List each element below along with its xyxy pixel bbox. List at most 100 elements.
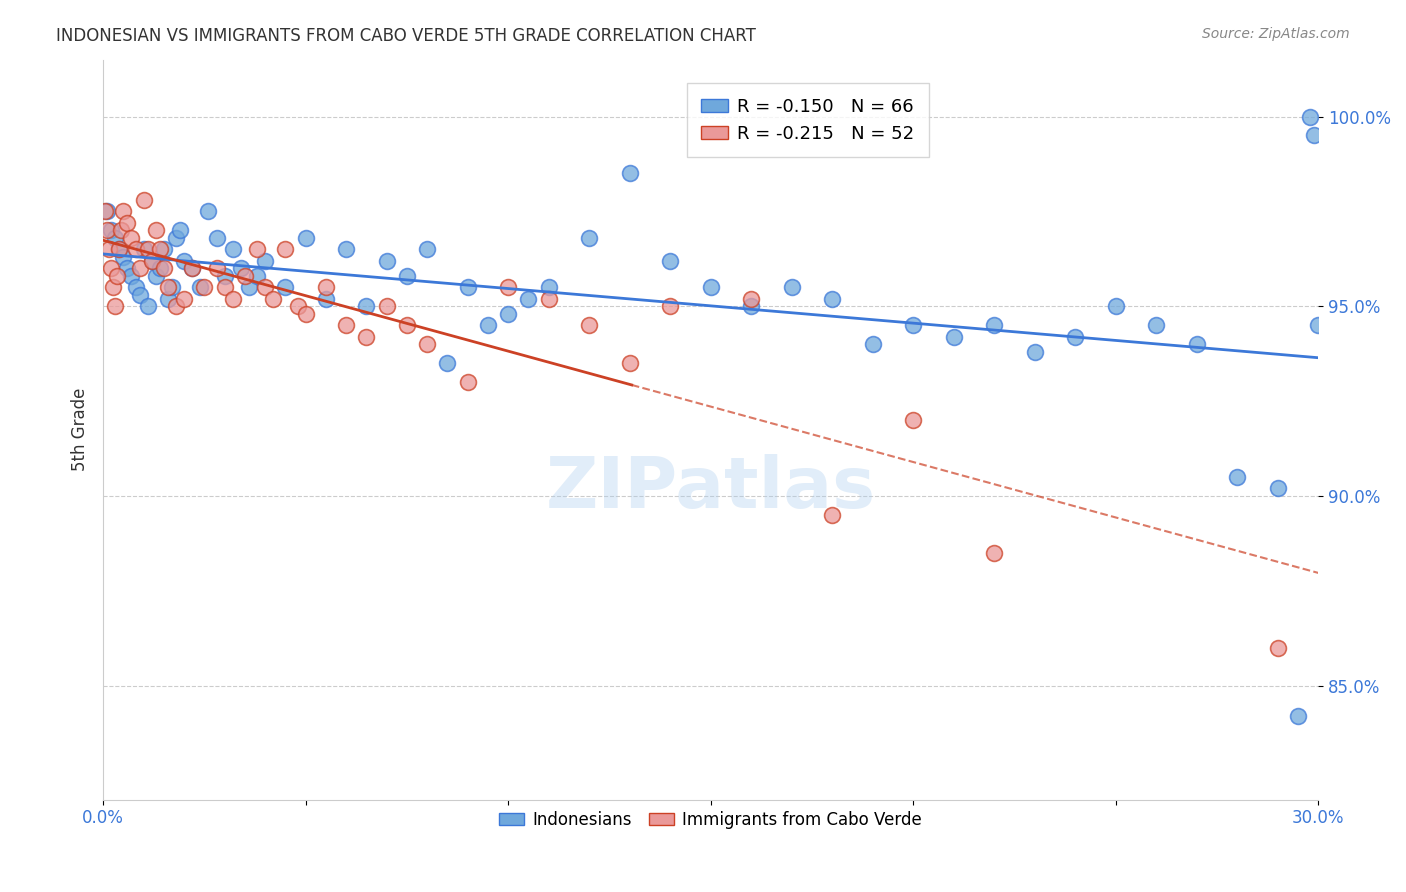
Point <box>205 261 228 276</box>
Point <box>1226 470 1249 484</box>
Point <box>141 253 163 268</box>
Point <box>496 280 519 294</box>
Point <box>141 253 163 268</box>
Point <box>165 231 187 245</box>
Point <box>188 280 211 294</box>
Point <box>103 280 125 294</box>
Point <box>153 261 176 276</box>
Point <box>104 231 127 245</box>
Point <box>1024 344 1046 359</box>
Point <box>315 280 337 294</box>
Point <box>740 299 762 313</box>
Point <box>1267 640 1289 655</box>
Point <box>903 413 925 427</box>
Point <box>903 318 925 333</box>
Point <box>477 318 499 333</box>
Point <box>335 243 357 257</box>
Point <box>821 508 844 522</box>
Point <box>128 288 150 302</box>
Point <box>149 243 172 257</box>
Text: INDONESIAN VS IMMIGRANTS FROM CABO VERDE 5TH GRADE CORRELATION CHART: INDONESIAN VS IMMIGRANTS FROM CABO VERDE… <box>56 27 756 45</box>
Point <box>375 253 398 268</box>
Point <box>1144 318 1167 333</box>
Point <box>619 166 641 180</box>
Point <box>315 292 337 306</box>
Point <box>294 307 316 321</box>
Point <box>274 243 297 257</box>
Legend: Indonesians, Immigrants from Cabo Verde: Indonesians, Immigrants from Cabo Verde <box>492 805 928 836</box>
Point <box>181 261 204 276</box>
Point <box>619 356 641 370</box>
Point <box>416 337 439 351</box>
Point <box>153 243 176 257</box>
Point <box>416 243 439 257</box>
Point <box>222 292 245 306</box>
Point <box>173 253 195 268</box>
Point <box>780 280 803 294</box>
Point <box>983 546 1005 560</box>
Point <box>1064 329 1087 343</box>
Point <box>181 261 204 276</box>
Point <box>1185 337 1208 351</box>
Point <box>356 299 378 313</box>
Point <box>117 216 139 230</box>
Point <box>96 204 118 219</box>
Y-axis label: 5th Grade: 5th Grade <box>72 388 89 471</box>
Point <box>197 204 219 219</box>
Point <box>229 261 252 276</box>
Point <box>145 223 167 237</box>
Point <box>156 292 179 306</box>
Point <box>436 356 458 370</box>
Point <box>395 318 418 333</box>
Point <box>699 280 721 294</box>
Point <box>537 280 560 294</box>
Point <box>1299 110 1322 124</box>
Point <box>108 243 131 257</box>
Point <box>100 261 122 276</box>
Point <box>983 318 1005 333</box>
Point <box>214 268 236 283</box>
Point <box>287 299 309 313</box>
Point <box>98 243 121 257</box>
Point <box>156 280 179 294</box>
Point <box>233 268 256 283</box>
Point <box>128 261 150 276</box>
Point <box>94 204 117 219</box>
Point <box>136 243 159 257</box>
Point <box>862 337 884 351</box>
Point <box>821 292 844 306</box>
Point <box>537 292 560 306</box>
Point <box>193 280 215 294</box>
Point <box>1303 128 1326 143</box>
Point <box>112 204 135 219</box>
Point <box>254 280 277 294</box>
Point <box>121 231 143 245</box>
Point <box>1105 299 1128 313</box>
Point <box>496 307 519 321</box>
Point <box>173 292 195 306</box>
Point <box>246 268 269 283</box>
Point <box>124 243 146 257</box>
Point <box>294 231 316 245</box>
Point <box>1286 709 1309 723</box>
Point <box>132 193 155 207</box>
Point <box>110 223 132 237</box>
Point <box>96 223 118 237</box>
Point <box>100 223 122 237</box>
Point <box>457 280 479 294</box>
Point <box>254 253 277 268</box>
Point <box>205 231 228 245</box>
Point <box>165 299 187 313</box>
Point <box>659 299 682 313</box>
Point <box>108 243 131 257</box>
Point <box>124 280 146 294</box>
Point <box>262 292 284 306</box>
Point <box>395 268 418 283</box>
Point <box>238 280 260 294</box>
Point <box>222 243 245 257</box>
Point <box>145 268 167 283</box>
Point <box>160 280 183 294</box>
Point <box>246 243 269 257</box>
Point <box>1267 482 1289 496</box>
Text: ZIPatlas: ZIPatlas <box>546 454 876 524</box>
